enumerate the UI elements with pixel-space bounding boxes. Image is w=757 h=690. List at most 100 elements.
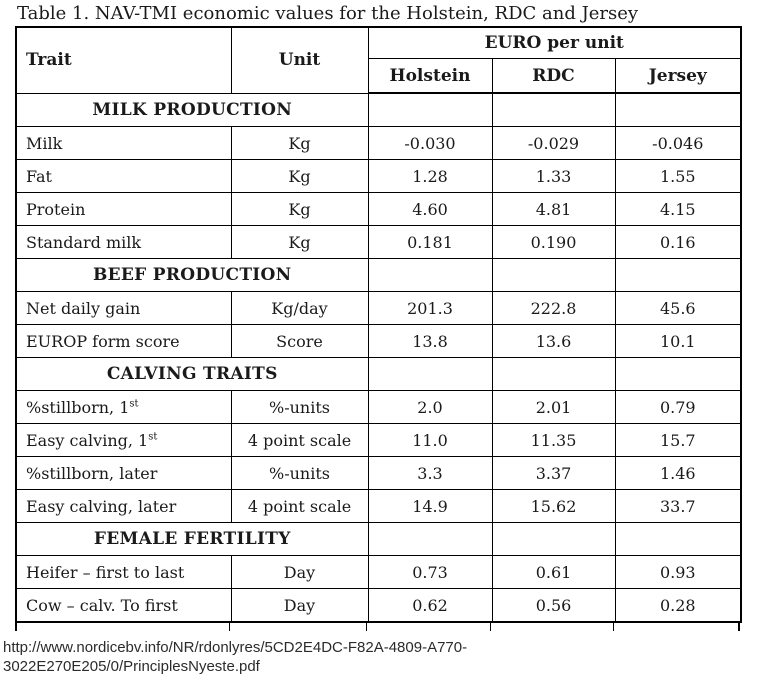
section-header-calving-traits: CALVING TRAITS: [15, 357, 742, 391]
jersey-value-cell: 0.16: [614, 225, 742, 259]
rdc-value-cell: -0.029: [491, 126, 616, 160]
grid-stub: [229, 623, 230, 631]
trait-cell: Fat: [15, 159, 232, 193]
section-title: BEEF PRODUCTION: [15, 258, 369, 292]
unit-cell: Day: [230, 555, 369, 589]
rdc-value-cell: 11.35: [491, 423, 616, 457]
jersey-value-cell: 33.7: [614, 489, 742, 523]
section-title: FEMALE FERTILITY: [15, 522, 369, 556]
holstein-value-cell: 2.0: [367, 390, 493, 424]
trait-cell: Easy calving, later: [15, 489, 232, 523]
jersey-value-cell: 4.15: [614, 192, 742, 226]
holstein-value-cell: 14.9: [367, 489, 493, 523]
rdc-value-cell: 13.6: [491, 324, 616, 358]
source-url-line-2: 3022E270E205/0/PrinciplesNyeste.pdf: [3, 658, 260, 675]
empty-cell: [367, 357, 493, 391]
col-header-unit: Unit: [230, 26, 369, 94]
trait-superscript: st: [129, 398, 139, 410]
empty-cell: [491, 258, 616, 292]
jersey-value-cell: 15.7: [614, 423, 742, 457]
trait-cell: Protein: [15, 192, 232, 226]
jersey-value-cell: -0.046: [614, 126, 742, 160]
jersey-value-cell: 0.79: [614, 390, 742, 424]
unit-cell: 4 point scale: [230, 489, 369, 523]
header-row-top: Trait Unit EURO per unit: [15, 26, 742, 94]
unit-cell: Day: [230, 588, 369, 623]
col-header-rdc: RDC: [491, 58, 616, 94]
empty-cell: [367, 92, 493, 127]
empty-cell: [614, 357, 742, 391]
jersey-value-cell: 0.93: [614, 555, 742, 589]
empty-cell: [614, 522, 742, 556]
page: { "title": "Table 1. NAV-TMI economic va…: [0, 3, 757, 690]
table-caption: Table 1. NAV-TMI economic values for the…: [17, 3, 639, 24]
holstein-value-cell: 11.0: [367, 423, 493, 457]
unit-cell: Kg: [230, 192, 369, 226]
rdc-value-cell: 2.01: [491, 390, 616, 424]
table-row: Net daily gain Kg/day 201.3 222.8 45.6: [15, 291, 742, 325]
rdc-value-cell: 0.61: [491, 555, 616, 589]
trait-cell: %stillborn, later: [15, 456, 232, 490]
holstein-value-cell: 3.3: [367, 456, 493, 490]
table-row: Standard milk Kg 0.181 0.190 0.16: [15, 225, 742, 259]
rdc-value-cell: 15.62: [491, 489, 616, 523]
col-header-euro-per-unit: EURO per unit: [367, 26, 742, 59]
rdc-value-cell: 222.8: [491, 291, 616, 325]
table-row: %stillborn, 1st %-units 2.0 2.01 0.79: [15, 390, 742, 424]
grid-stub: [738, 623, 740, 631]
trait-text: Easy calving, 1: [26, 430, 149, 450]
unit-cell: Score: [230, 324, 369, 358]
holstein-value-cell: 0.181: [367, 225, 493, 259]
table-row: Protein Kg 4.60 4.81 4.15: [15, 192, 742, 226]
holstein-value-cell: 0.62: [367, 588, 493, 623]
unit-cell: 4 point scale: [230, 423, 369, 457]
section-title: MILK PRODUCTION: [15, 92, 369, 127]
empty-cell: [614, 92, 742, 127]
jersey-value-cell: 1.55: [614, 159, 742, 193]
jersey-value-cell: 45.6: [614, 291, 742, 325]
unit-cell: Kg: [230, 159, 369, 193]
empty-cell: [491, 92, 616, 127]
empty-cell: [491, 357, 616, 391]
jersey-value-cell: 10.1: [614, 324, 742, 358]
section-title: CALVING TRAITS: [15, 357, 369, 391]
jersey-value-cell: 0.28: [614, 588, 742, 623]
table-row: EUROP form score Score 13.8 13.6 10.1: [15, 324, 742, 358]
grid-stub: [490, 623, 491, 631]
source-url-line-1: http://www.nordicebv.info/NR/rdonlyres/5…: [3, 639, 468, 656]
source-url: http://www.nordicebv.info/NR/rdonlyres/5…: [3, 638, 757, 676]
trait-cell: %stillborn, 1st: [15, 390, 232, 424]
table-row: Cow – calv. To first Day 0.62 0.56 0.28: [15, 588, 742, 623]
unit-cell: %-units: [230, 390, 369, 424]
trait-cell: Net daily gain: [15, 291, 232, 325]
section-header-beef-production: BEEF PRODUCTION: [15, 258, 742, 292]
rdc-value-cell: 0.190: [491, 225, 616, 259]
table-row: Milk Kg -0.030 -0.029 -0.046: [15, 126, 742, 160]
jersey-value-cell: 1.46: [614, 456, 742, 490]
header-row-breeds: Holstein RDC Jersey: [16, 58, 742, 94]
table-row: Heifer – first to last Day 0.73 0.61 0.9…: [15, 555, 742, 589]
section-header-milk-production: MILK PRODUCTION: [15, 92, 742, 127]
col-header-jersey: Jersey: [614, 58, 742, 94]
table-row: Easy calving, 1st 4 point scale 11.0 11.…: [15, 423, 742, 457]
rdc-value-cell: 4.81: [491, 192, 616, 226]
trait-cell: EUROP form score: [15, 324, 232, 358]
trait-cell: Standard milk: [15, 225, 232, 259]
holstein-value-cell: 1.28: [367, 159, 493, 193]
col-header-holstein: Holstein: [367, 58, 493, 94]
trait-text: %stillborn, 1: [26, 397, 130, 417]
rdc-value-cell: 0.56: [491, 588, 616, 623]
col-header-trait: Trait: [15, 26, 232, 94]
empty-cell: [614, 258, 742, 292]
table-row: Easy calving, later 4 point scale 14.9 1…: [15, 489, 742, 523]
trait-cell: Cow – calv. To first: [15, 588, 232, 623]
holstein-value-cell: 13.8: [367, 324, 493, 358]
unit-cell: %-units: [230, 456, 369, 490]
unit-cell: Kg/day: [230, 291, 369, 325]
holstein-value-cell: -0.030: [367, 126, 493, 160]
trait-cell: Milk: [15, 126, 232, 160]
section-header-female-fertility: FEMALE FERTILITY: [15, 522, 742, 556]
holstein-value-cell: 0.73: [367, 555, 493, 589]
rdc-value-cell: 3.37: [491, 456, 616, 490]
nav-tmi-economic-values-table: Trait Unit EURO per unit Holstein RDC Je…: [15, 26, 743, 623]
